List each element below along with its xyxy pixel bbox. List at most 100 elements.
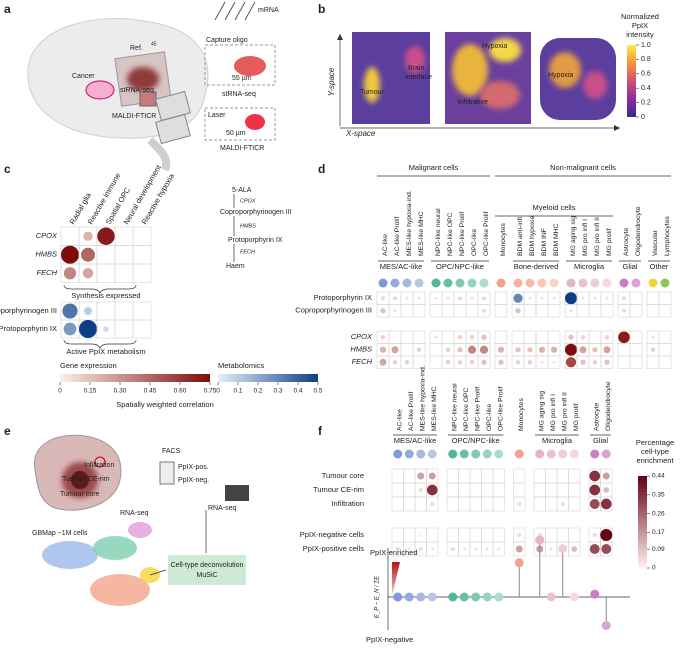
cell <box>629 355 643 369</box>
label: interface <box>405 74 432 81</box>
dot <box>474 547 478 551</box>
dot <box>428 472 436 480</box>
group-color <box>602 278 612 288</box>
dot <box>589 470 601 482</box>
row-label: HMBS <box>350 345 372 354</box>
cell <box>494 304 508 318</box>
cell <box>658 343 672 357</box>
row-label: Infiltration <box>331 499 364 508</box>
cell <box>114 301 134 321</box>
dot <box>426 484 438 496</box>
group-label: Other <box>650 262 669 271</box>
row-label: Protoporphyrin IX <box>0 324 57 333</box>
group-color <box>496 278 506 288</box>
column-label: Monocytes <box>500 223 507 256</box>
lollipop-dot <box>459 592 469 602</box>
column-label: NPC-like OPC <box>447 212 454 256</box>
lollipop-dot <box>494 592 504 602</box>
column-label: Astrocyte <box>594 402 601 431</box>
metabolite: Coproporphyrinogen III <box>220 209 292 216</box>
column-label: BDM INF <box>541 228 548 256</box>
label: 55 µm <box>232 75 252 82</box>
cell <box>617 343 631 357</box>
colorbar <box>218 374 318 382</box>
tick-label: 0 <box>216 388 220 395</box>
dot <box>416 347 422 352</box>
dot <box>527 360 533 365</box>
dot <box>63 322 77 336</box>
metabolite: Protoporphyrin IX <box>228 237 283 244</box>
label: Ref. <box>130 45 143 52</box>
region-label: Tumour CE-rim <box>62 476 110 483</box>
label: FACS <box>162 448 181 455</box>
cell <box>412 355 426 369</box>
group-label: OPC/NPC-like <box>452 436 500 445</box>
column-label: MG aging sig <box>539 391 546 431</box>
label: intensity <box>626 30 654 39</box>
dot <box>419 533 423 537</box>
colorbar <box>627 45 636 117</box>
cell <box>96 263 116 283</box>
dot <box>580 335 586 340</box>
colorbar <box>638 476 647 568</box>
panel-letter: a <box>4 2 11 16</box>
dot <box>393 296 397 301</box>
dot <box>592 347 598 353</box>
column-label: MG prolif <box>606 228 613 256</box>
row-label: PpIX-positive cells <box>303 544 365 553</box>
row-label: CPOX <box>36 231 58 240</box>
label: GBMap ~1M cells <box>32 530 88 537</box>
column-label: NPC-like neural <box>452 383 459 431</box>
dot <box>97 227 115 245</box>
dot <box>622 308 626 313</box>
cell <box>545 468 558 484</box>
cell <box>426 496 439 512</box>
cell <box>511 330 525 344</box>
dot <box>589 499 600 509</box>
dot <box>651 335 655 339</box>
cell <box>481 482 494 498</box>
column-label: MG pro infl I <box>582 219 589 256</box>
cell <box>469 496 482 512</box>
cell <box>556 482 569 498</box>
group-label: Synthesis expressed <box>71 291 140 300</box>
dot <box>515 360 521 365</box>
cell <box>545 482 558 498</box>
label: Tumour <box>360 89 385 96</box>
column-label: AC-like <box>382 234 389 256</box>
cell <box>132 263 152 283</box>
cell <box>132 319 152 339</box>
tick-label: 0.45 <box>144 388 157 395</box>
group-color <box>535 449 545 459</box>
dot <box>481 359 487 365</box>
dot <box>605 296 609 300</box>
dot <box>469 360 475 365</box>
group-color <box>393 449 403 459</box>
enzyme: FECH <box>240 249 255 255</box>
dot <box>404 360 410 365</box>
dot <box>482 308 486 313</box>
label: Spatially weighted correlation <box>116 400 214 409</box>
dot <box>497 547 501 551</box>
tick-label: 0.09 <box>652 546 665 553</box>
group-color <box>648 278 658 288</box>
label: MALDI-FTICR <box>112 113 156 120</box>
dot <box>618 331 630 344</box>
cell <box>458 527 471 543</box>
tick-label: 0.2 <box>253 388 262 395</box>
cell <box>523 330 537 344</box>
lollipop-dot <box>535 535 545 545</box>
tick-label: 0.17 <box>652 529 665 536</box>
cell <box>453 304 467 318</box>
column-label: BDM anti-infl <box>517 217 524 256</box>
label: Normalized <box>621 12 659 21</box>
cell <box>412 330 426 344</box>
tick-label: 0.3 <box>273 388 282 395</box>
cell <box>494 291 508 305</box>
cell <box>600 541 613 557</box>
dot <box>381 296 385 301</box>
dot <box>592 532 597 538</box>
panel-b-art <box>337 32 620 131</box>
tick-label: 0 <box>652 565 656 572</box>
column-label: AC-like Prolif <box>408 392 415 431</box>
